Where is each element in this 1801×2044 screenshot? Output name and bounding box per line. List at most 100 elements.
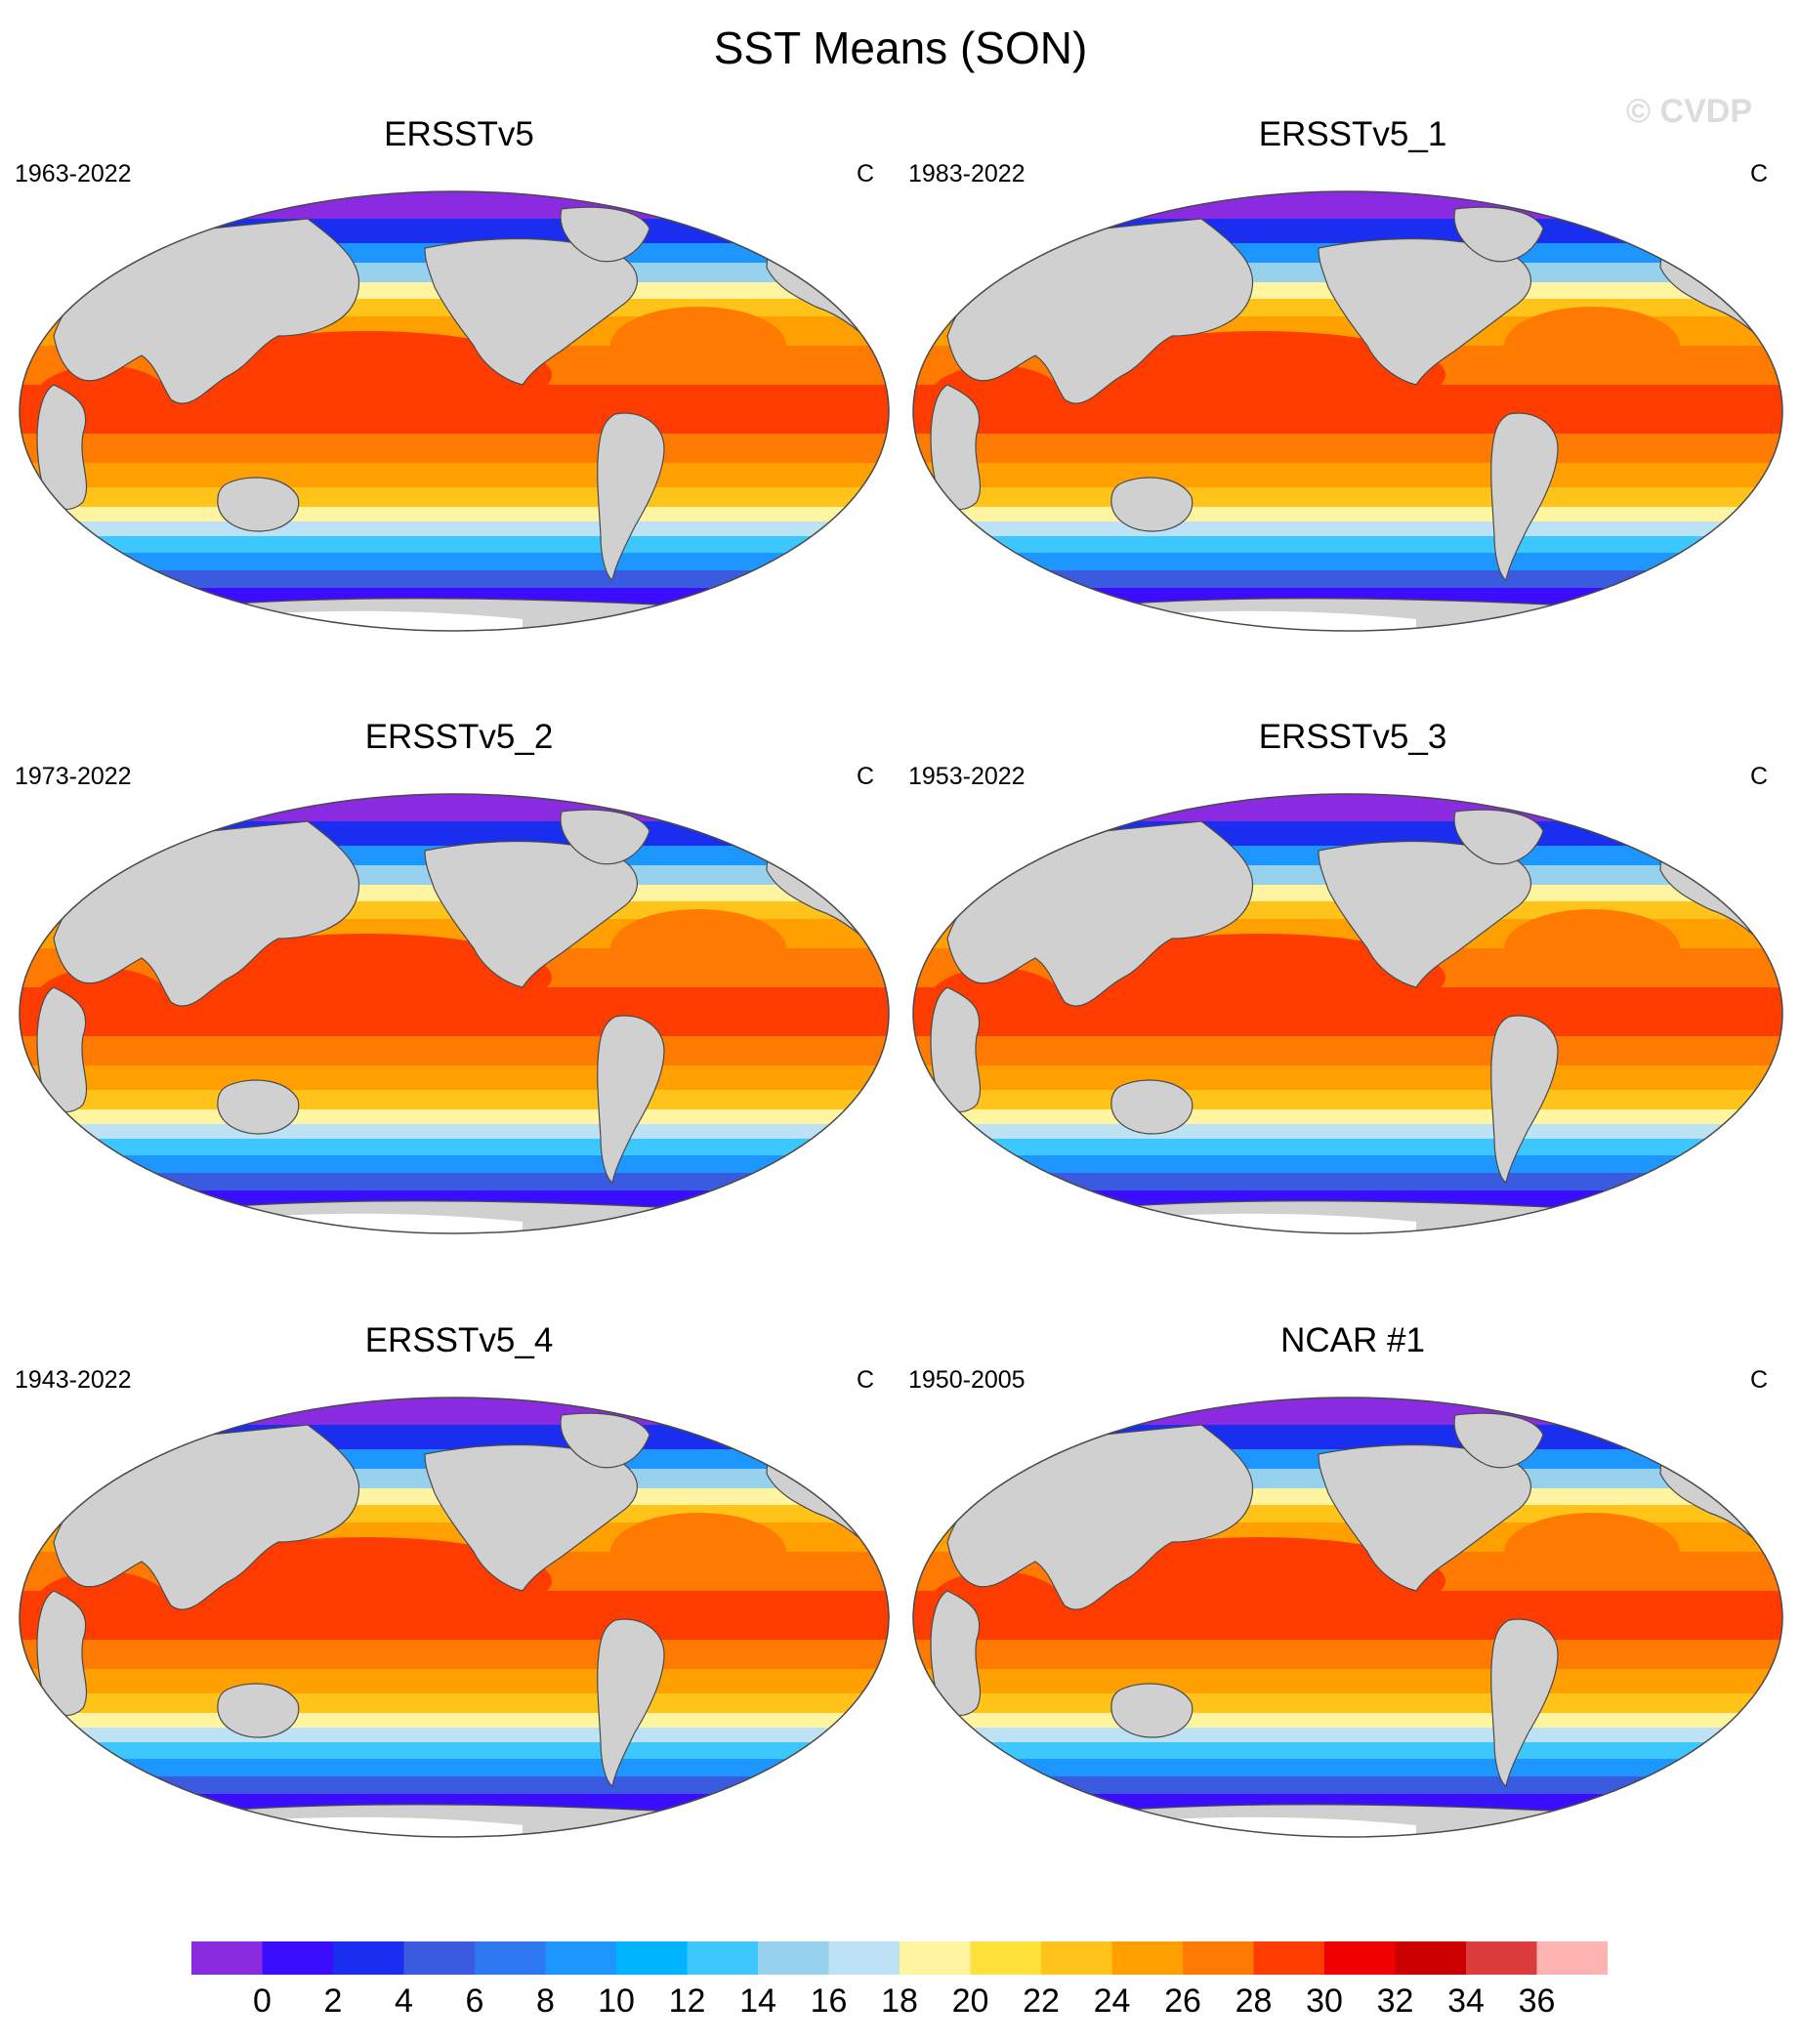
colorbar-swatch xyxy=(758,1941,829,1975)
sst-band xyxy=(20,1728,889,1742)
colorbar-tick-label: 26 xyxy=(1164,1982,1201,2020)
sst-band xyxy=(20,536,889,553)
land-mass xyxy=(930,384,982,511)
warm-pool xyxy=(1074,934,1445,1022)
sst-band xyxy=(20,1190,889,1207)
colorbar-tick-label: 30 xyxy=(1306,1982,1343,2020)
sst-band xyxy=(913,1669,1782,1693)
sst-band xyxy=(20,1124,889,1139)
sst-band xyxy=(913,191,1782,219)
panel-period: 1943-2022 xyxy=(15,1366,132,1394)
sst-band xyxy=(20,1669,889,1693)
sst-band xyxy=(913,1036,1782,1065)
warm-pool xyxy=(181,1537,552,1625)
sst-band xyxy=(20,1742,889,1759)
land-mass xyxy=(597,1618,665,1788)
panel-title: ERSSTv5_2 xyxy=(364,718,554,756)
land-mass xyxy=(36,384,88,511)
atlantic-warm-region xyxy=(1504,1513,1680,1591)
colorbar-tick-label: 32 xyxy=(1376,1982,1414,2020)
sst-band xyxy=(20,1397,889,1425)
land-mass xyxy=(597,412,665,582)
sst-band xyxy=(913,1090,1782,1109)
map-panel: ERSSTv5_4 1943-2022 C xyxy=(15,1321,903,1907)
sst-band xyxy=(913,1713,1782,1728)
sst-band xyxy=(20,1139,889,1155)
land-mass xyxy=(1453,206,1544,263)
panel-units: C xyxy=(856,763,874,790)
land-mass xyxy=(930,986,982,1113)
panel-period: 1973-2022 xyxy=(15,763,132,790)
sst-band xyxy=(913,1742,1782,1759)
sst-band xyxy=(20,1640,889,1669)
colorbar-tick-label: 2 xyxy=(323,1982,343,2020)
sst-band xyxy=(20,463,889,487)
sst-band xyxy=(913,463,1782,487)
colorbar-swatch xyxy=(616,1941,688,1975)
map-border xyxy=(912,1397,1783,1838)
sst-band xyxy=(913,1776,1782,1794)
colorbar-swatch xyxy=(828,1941,900,1975)
land-mass xyxy=(1490,412,1559,582)
sst-band xyxy=(20,1759,889,1776)
sst-band xyxy=(20,487,889,507)
land-mass xyxy=(597,1015,665,1185)
sst-map xyxy=(19,793,890,1234)
land-mass xyxy=(36,986,88,1113)
sst-band xyxy=(913,1124,1782,1139)
sst-band xyxy=(913,434,1782,463)
colorbar-swatch xyxy=(403,1941,476,1975)
figure-title: SST Means (SON) xyxy=(713,22,1088,73)
colorbar-swatch xyxy=(1253,1941,1325,1975)
colorbar xyxy=(191,1941,1608,1975)
sst-band xyxy=(913,1794,1782,1811)
sst-band xyxy=(20,821,889,846)
atlantic-warm-region xyxy=(610,307,786,385)
colorbar-swatch xyxy=(1183,1941,1254,1975)
sst-band xyxy=(20,1065,889,1090)
panel-units: C xyxy=(856,160,874,188)
sst-band xyxy=(913,1640,1782,1669)
sst-map xyxy=(912,793,1783,1234)
panel-units: C xyxy=(1749,763,1768,790)
map-border xyxy=(19,1397,890,1838)
colorbar-swatch xyxy=(262,1941,334,1975)
colorbar-swatch xyxy=(687,1941,759,1975)
panel-period: 1983-2022 xyxy=(908,160,1026,188)
sst-band xyxy=(913,794,1782,821)
colorbar-tick-label: 36 xyxy=(1518,1982,1556,2020)
colorbar-swatch xyxy=(970,1941,1042,1975)
panel-title: NCAR #1 xyxy=(1280,1321,1425,1359)
sst-band xyxy=(20,1173,889,1190)
sst-band xyxy=(20,570,889,588)
warm-pool xyxy=(181,331,552,419)
sst-band xyxy=(913,1065,1782,1090)
colorbar-swatch xyxy=(191,1941,263,1975)
map-border xyxy=(19,190,890,632)
sst-band xyxy=(913,487,1782,507)
colorbar-tick-label: 20 xyxy=(951,1982,989,2020)
panel-period: 1950-2005 xyxy=(908,1366,1026,1394)
colorbar-tick-label: 22 xyxy=(1023,1982,1060,2020)
atlantic-warm-region xyxy=(610,1513,786,1591)
sst-band xyxy=(20,521,889,536)
colorbar-tick-label: 12 xyxy=(668,1982,706,2020)
colorbar-tick-label: 34 xyxy=(1447,1982,1485,2020)
sst-band xyxy=(913,521,1782,536)
colorbar-swatch xyxy=(475,1941,546,1975)
atlantic-warm-region xyxy=(1504,909,1680,987)
sst-band xyxy=(20,588,889,605)
sst-band xyxy=(20,794,889,821)
warm-pool xyxy=(1074,331,1445,419)
colorbar-swatch xyxy=(1466,1941,1537,1975)
sst-map xyxy=(912,190,1783,632)
sst-band xyxy=(913,1397,1782,1425)
sst-band xyxy=(20,191,889,219)
land-mass xyxy=(1490,1618,1559,1788)
colorbar-tick-label: 0 xyxy=(253,1982,272,2020)
colorbar-tick-label: 14 xyxy=(739,1982,776,2020)
sst-band xyxy=(913,570,1782,588)
map-border xyxy=(912,190,1783,632)
land-mass xyxy=(1453,809,1544,865)
sst-band xyxy=(913,1173,1782,1190)
